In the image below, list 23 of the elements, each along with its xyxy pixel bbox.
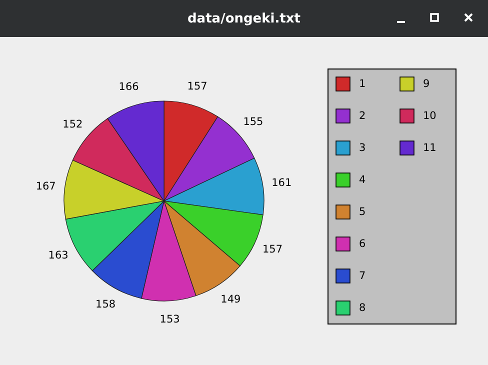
data-label: 166 [118, 81, 140, 94]
legend-label: 2 [359, 110, 366, 122]
data-label: 167 [36, 180, 56, 193]
data-label: 152 [62, 118, 83, 131]
data-label: 149 [220, 293, 241, 306]
data-label: 158 [96, 298, 116, 311]
data-label: 153 [160, 314, 180, 326]
chart-title: data/ongeki.txt [188, 12, 300, 27]
legend-label: 6 [359, 238, 366, 250]
data-label: 161 [272, 176, 292, 189]
legend-label: 5 [359, 206, 366, 218]
legend-label: 4 [359, 174, 366, 186]
data-label: 157 [187, 80, 208, 93]
legend-label: 11 [423, 142, 436, 154]
legend-label: 9 [423, 78, 430, 90]
legend-label: 7 [359, 270, 366, 282]
data-label: 163 [48, 250, 68, 262]
data-label: 155 [243, 116, 264, 128]
legend-label: 1 [359, 78, 366, 90]
legend-label: 8 [359, 302, 366, 314]
data-label: 157 [262, 244, 283, 256]
legend-label: 3 [359, 142, 366, 154]
legend-label: 10 [423, 110, 436, 122]
